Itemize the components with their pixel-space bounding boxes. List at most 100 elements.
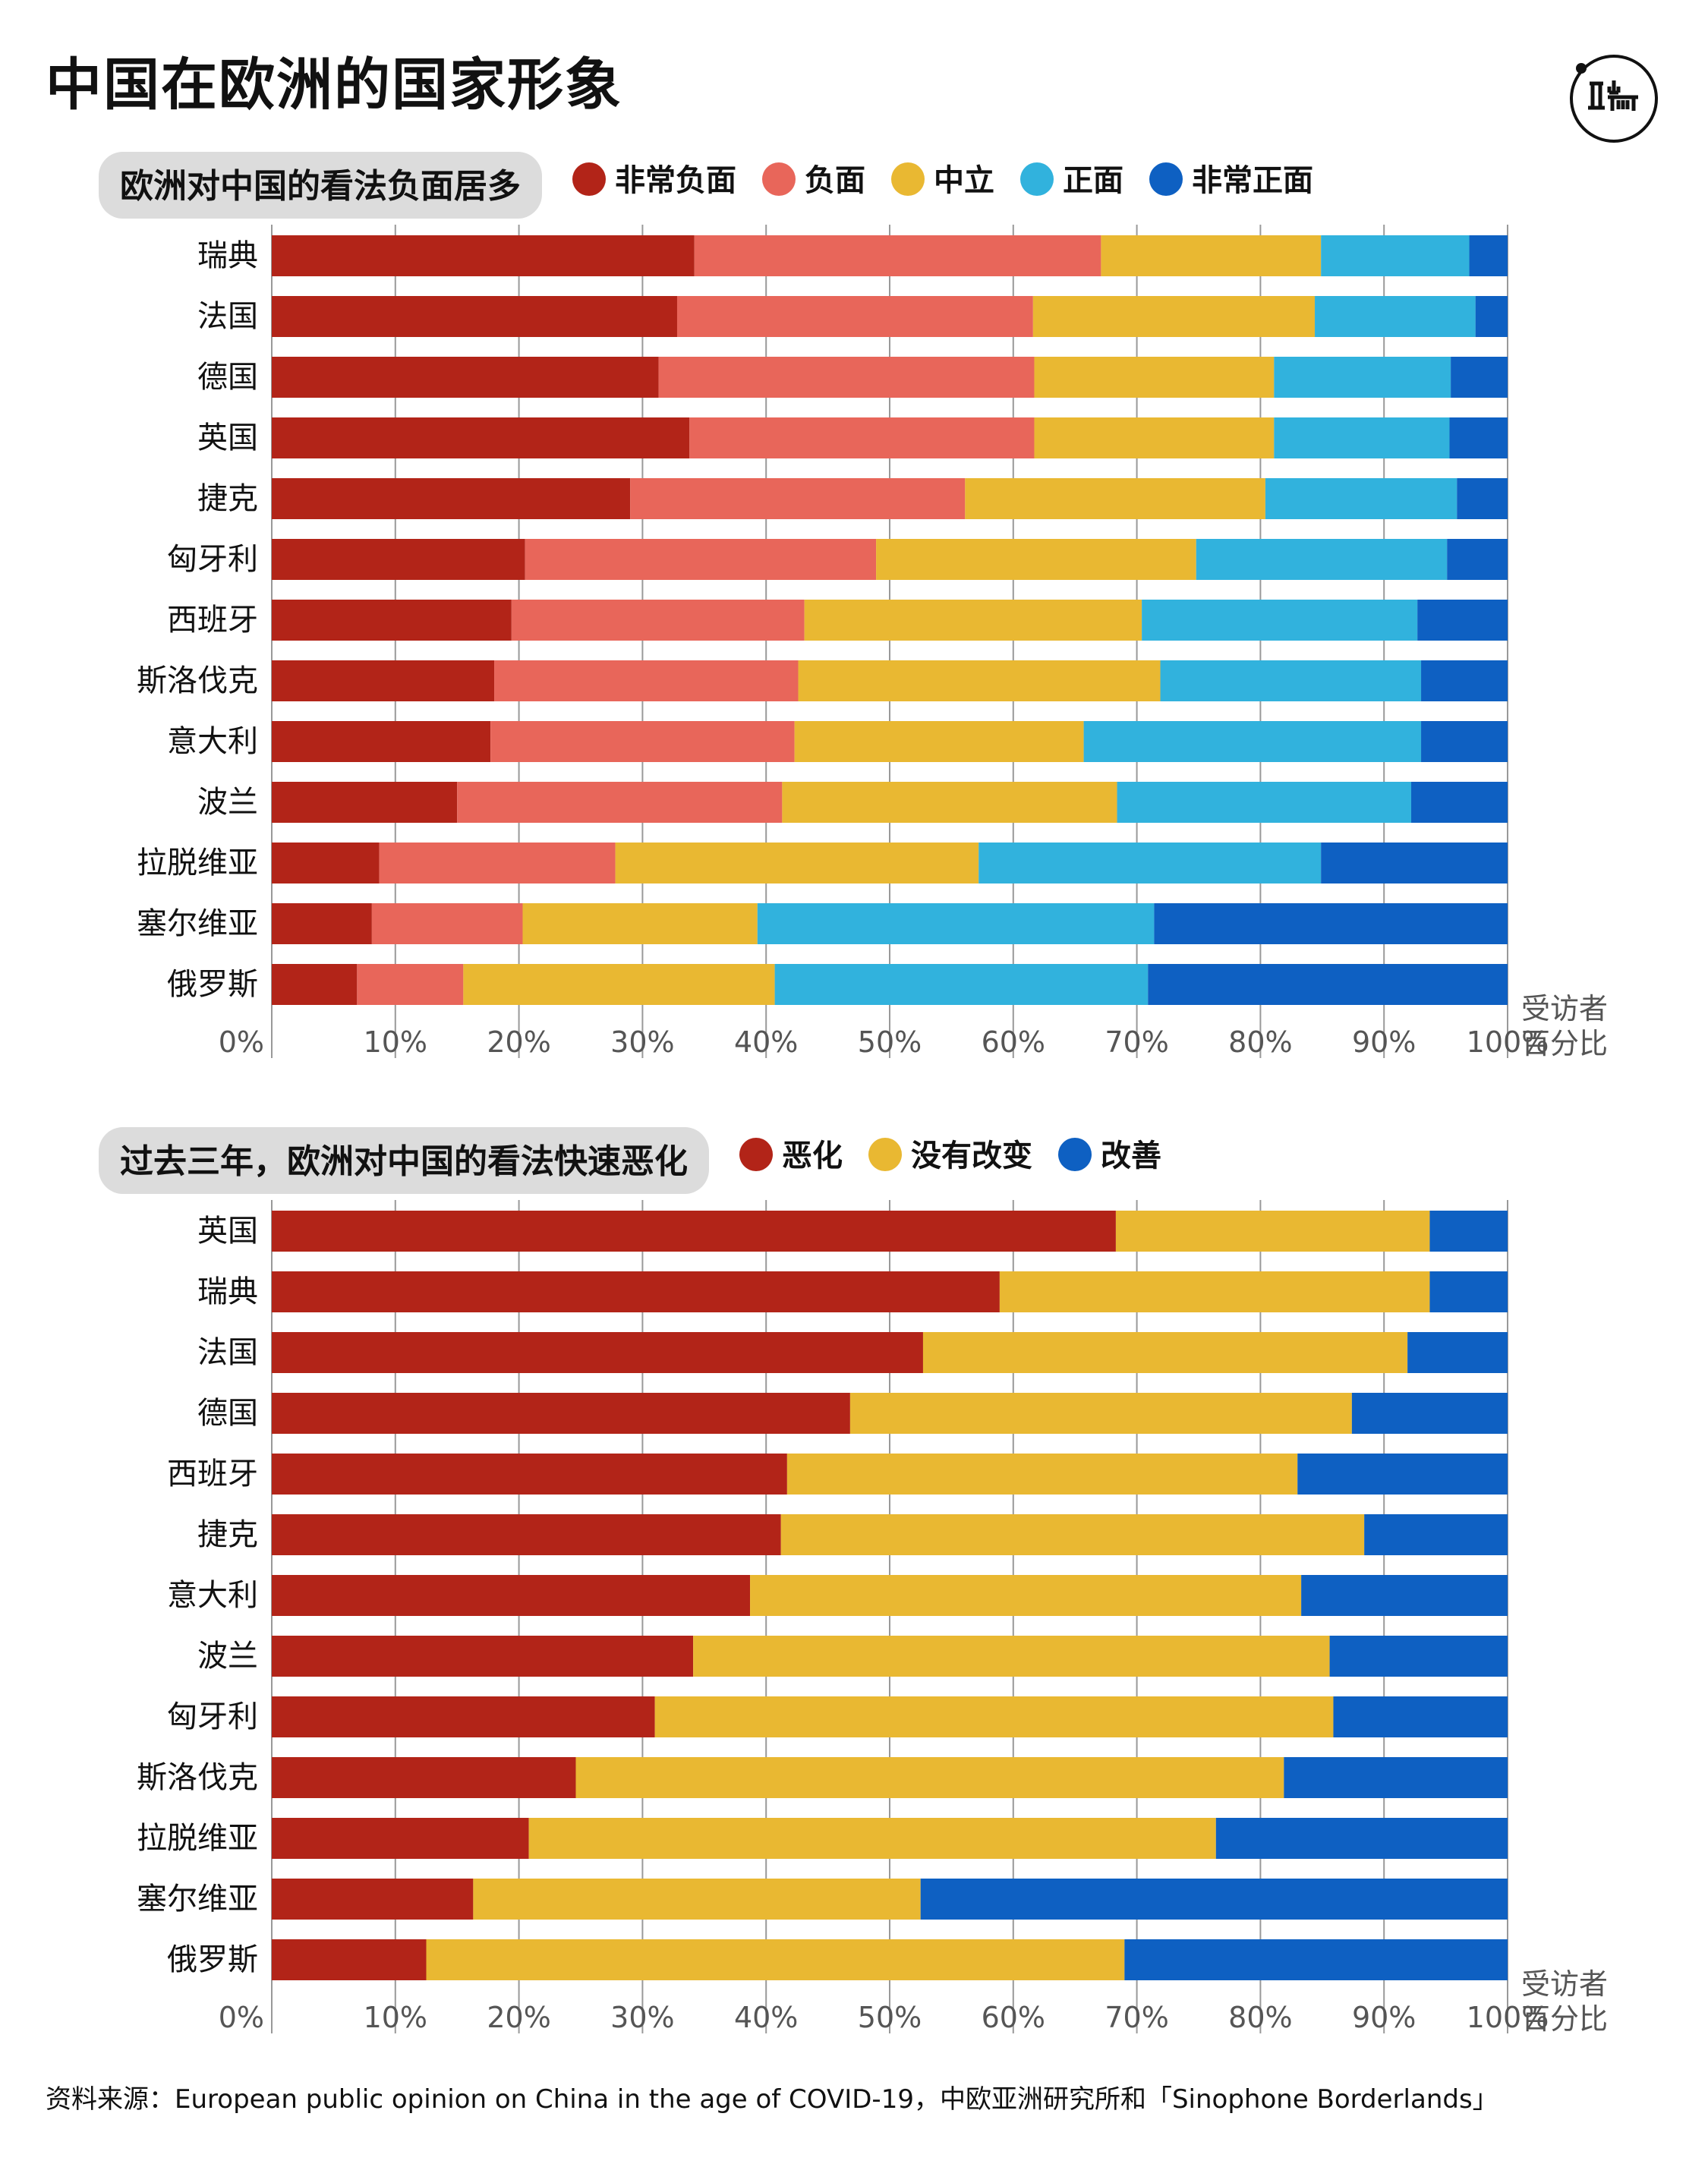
category-label: 瑞典	[197, 238, 258, 273]
bar-segment	[1142, 600, 1418, 641]
bar-segment	[272, 296, 677, 337]
bar-segment	[630, 478, 966, 519]
bar-segment	[272, 235, 695, 276]
legend-swatch	[1058, 1138, 1092, 1171]
category-label: 西班牙	[167, 603, 258, 638]
bar-segment	[1407, 1332, 1508, 1373]
legend-swatch	[868, 1138, 902, 1171]
bar-segment	[1196, 539, 1448, 580]
chart-title: 欧洲对中国的看法负面居多	[120, 167, 521, 206]
category-label: 斯洛伐克	[137, 1760, 258, 1795]
bar-segment	[272, 478, 631, 519]
bar-segment	[794, 721, 1084, 762]
tick-label: 10%	[364, 1025, 427, 1059]
category-label: 法国	[197, 299, 258, 334]
tick-label: 100%	[1467, 1025, 1549, 1059]
bar-segment	[379, 843, 616, 883]
bar-segment	[272, 1514, 781, 1555]
tick-label: 90%	[1352, 2001, 1416, 2034]
bar-segment	[1429, 1211, 1508, 1252]
bar-segment	[272, 1454, 787, 1495]
bar-segment	[272, 903, 372, 944]
bar-segment	[490, 721, 795, 762]
bar-segment	[1421, 660, 1508, 701]
bar-segment	[757, 903, 1155, 944]
bar-segment	[1333, 1696, 1508, 1737]
chart-sentiment: 欧洲对中国的看法负面居多 非常负面 负面 中立 正面 非常正面瑞典法国德国英国捷克匈牙利西…	[99, 152, 1608, 1060]
legend-swatch	[891, 162, 925, 196]
bar-segment	[1284, 1757, 1508, 1798]
category-label: 斯洛伐克	[137, 663, 258, 698]
source-note: 资料来源：European public opinion on China in…	[46, 2084, 1498, 2115]
tick-label: 30%	[610, 1025, 674, 1059]
tick-label: 90%	[1352, 1025, 1416, 1059]
bar-segment	[272, 1818, 529, 1859]
category-label: 德国	[197, 360, 258, 395]
bar-segment	[1124, 1939, 1508, 1980]
page-title: 中国在欧洲的国家形象	[46, 52, 622, 118]
bar-segment	[1321, 843, 1508, 883]
category-label: 塞尔维亚	[137, 906, 258, 941]
chart-change: 过去三年，欧洲对中国的看法快速恶化 恶化 没有改变 改善英国瑞典法国德国西班牙捷克意大…	[99, 1127, 1608, 2036]
bar-segment	[272, 1332, 923, 1373]
category-label: 拉脱维亚	[137, 846, 258, 880]
category-label: 匈牙利	[167, 542, 258, 577]
bar-segment	[272, 1636, 694, 1677]
bar-segment	[272, 357, 659, 398]
bar-segment	[1154, 903, 1508, 944]
bar-segment	[922, 1332, 1408, 1373]
tick-label: 60%	[982, 2001, 1045, 2034]
bar-segment	[1101, 235, 1322, 276]
tick-label: 20%	[487, 2001, 550, 2034]
bar-segment	[1274, 357, 1451, 398]
legend-label: 恶化	[782, 1139, 843, 1173]
bar-segment	[1411, 782, 1508, 823]
legend-swatch	[1149, 162, 1183, 196]
category-label: 英国	[197, 420, 258, 455]
bar-segment	[1329, 1636, 1508, 1677]
bar-segment	[1115, 1211, 1430, 1252]
category-label: 英国	[197, 1214, 258, 1249]
tick-label: 70%	[1105, 2001, 1168, 2034]
bar-segment	[693, 1636, 1330, 1677]
unit-label: 受访者	[1521, 992, 1608, 1025]
category-label: 拉脱维亚	[137, 1821, 258, 1856]
bar-segment	[1364, 1514, 1508, 1555]
bar-segment	[272, 1757, 576, 1798]
legend-label: 负面	[805, 163, 865, 198]
chart-title: 过去三年，欧洲对中国的看法快速恶化	[120, 1142, 688, 1181]
bar-segment	[272, 539, 525, 580]
legend-swatch	[572, 162, 606, 196]
bar-segment	[457, 782, 783, 823]
bar-segment	[658, 357, 1035, 398]
bar-segment	[525, 539, 877, 580]
category-label: 捷克	[197, 1517, 258, 1552]
bar-segment	[1449, 417, 1508, 458]
bar-segment	[1274, 417, 1450, 458]
bar-segment	[689, 417, 1035, 458]
category-label: 塞尔维亚	[137, 1882, 258, 1917]
publisher-logo-icon	[1570, 55, 1658, 143]
bar-segment	[371, 903, 523, 944]
bar-segment	[676, 296, 1033, 337]
bar-segment	[750, 1575, 1302, 1616]
bar-segment	[494, 660, 799, 701]
bar-segment	[528, 1818, 1216, 1859]
tick-label: 40%	[734, 1025, 798, 1059]
bar-segment	[978, 843, 1322, 883]
bar-segment	[780, 1514, 1365, 1555]
legend-label: 中立	[934, 163, 994, 198]
bar-segment	[272, 843, 380, 883]
bar-segment	[694, 235, 1101, 276]
legend-label: 改善	[1101, 1139, 1161, 1173]
bar-segment	[272, 1939, 427, 1980]
bar-segment	[1034, 417, 1275, 458]
category-label: 俄罗斯	[167, 1942, 258, 1977]
tick-label: 0%	[219, 2001, 264, 2034]
bar-segment	[272, 1879, 474, 1920]
bar-segment	[473, 1879, 921, 1920]
category-label: 波兰	[197, 785, 258, 820]
bar-segment	[1265, 478, 1457, 519]
tick-label: 20%	[487, 1025, 550, 1059]
bar-segment	[1469, 235, 1508, 276]
